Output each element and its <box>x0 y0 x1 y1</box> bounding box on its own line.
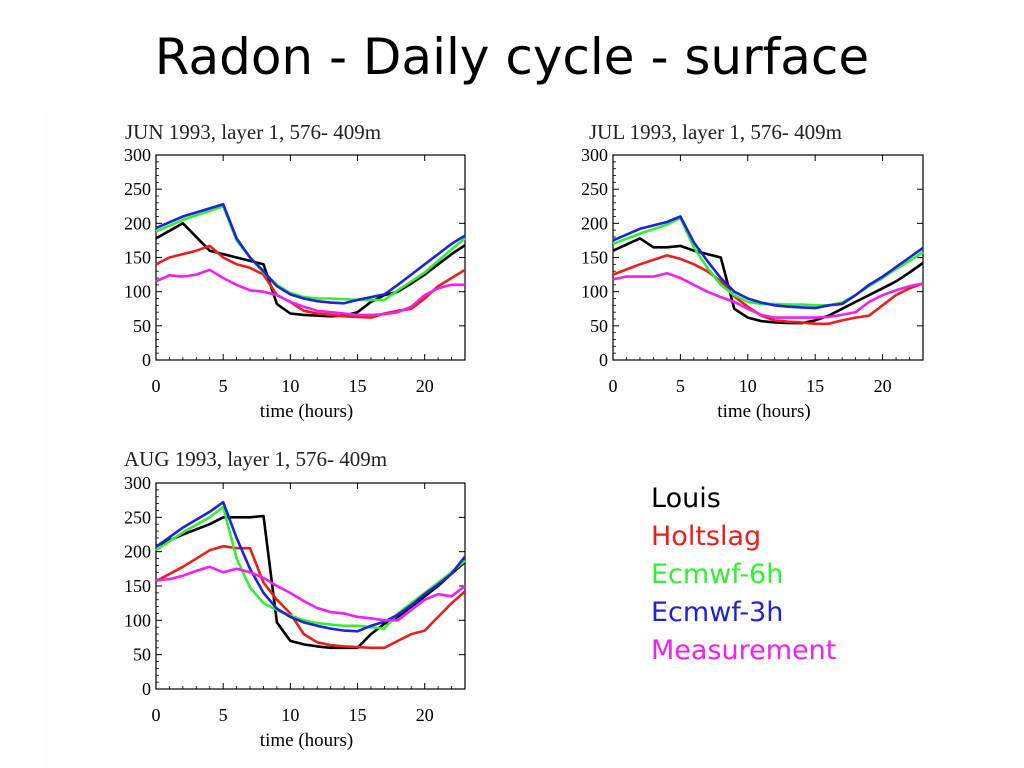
chart-2: AUG 1993, layer 1, 576- 409m050100150200… <box>124 447 467 751</box>
series-line-measurement <box>155 268 465 317</box>
y-tick-label: 0 <box>142 679 151 699</box>
series-line-ecmwf-6h <box>155 205 466 302</box>
x-tick-label: 0 <box>609 376 618 396</box>
y-tick-label: 0 <box>599 350 608 370</box>
chart-title: AUG 1993, layer 1, 576- 409m <box>124 447 387 471</box>
slide-title: Radon - Daily cycle - surface <box>154 28 870 86</box>
chart-title: JUL 1993, layer 1, 576- 409m <box>589 120 842 144</box>
series-line-louis <box>155 222 466 318</box>
y-tick-label: 250 <box>124 507 151 527</box>
x-tick-label: 15 <box>349 705 367 725</box>
x-tick-label: 20 <box>416 376 434 396</box>
series-line-holtslag <box>155 244 466 319</box>
x-tick-label: 5 <box>219 705 228 725</box>
figure-panel <box>44 112 958 768</box>
x-tick-label: 10 <box>281 705 299 725</box>
y-tick-label: 300 <box>581 145 608 165</box>
legend-item-ecmwf-6h: Ecmwf-6h <box>651 559 784 590</box>
series-line-ecmwf-3h <box>155 500 467 633</box>
x-tick-label: 20 <box>416 705 434 725</box>
series-line-ecmwf-3h <box>155 202 466 305</box>
y-tick-label: 150 <box>124 576 151 596</box>
x-tick-label: 15 <box>806 376 824 396</box>
y-tick-label: 250 <box>581 179 608 199</box>
y-tick-label: 150 <box>124 248 151 268</box>
x-axis-label: time (hours) <box>260 401 353 422</box>
y-tick-label: 100 <box>124 282 151 302</box>
legend-item-measurement: Measurement <box>651 635 837 666</box>
legend-item-ecmwf-3h: Ecmwf-3h <box>651 597 784 628</box>
y-tick-label: 250 <box>124 179 151 199</box>
x-tick-label: 5 <box>219 376 228 396</box>
y-tick-label: 200 <box>581 213 608 233</box>
y-tick-label: 50 <box>133 645 151 665</box>
chart-0: JUN 1993, layer 1, 576- 409m050100150200… <box>124 120 466 422</box>
series-line-measurement <box>612 271 924 319</box>
y-tick-label: 200 <box>124 542 151 562</box>
legend-item-louis: Louis <box>651 483 721 514</box>
x-tick-label: 0 <box>152 376 161 396</box>
series-line-louis <box>612 237 924 325</box>
y-tick-label: 100 <box>124 610 151 630</box>
y-tick-label: 300 <box>124 473 151 493</box>
y-tick-label: 150 <box>581 248 608 268</box>
y-tick-label: 50 <box>133 316 151 336</box>
series-line-holtslag <box>155 544 466 650</box>
plot-frame <box>155 482 466 690</box>
x-axis-label: time (hours) <box>717 401 810 422</box>
series-line-louis <box>155 514 466 650</box>
plot-frame <box>155 154 466 361</box>
y-tick-label: 50 <box>590 316 608 336</box>
series-line-measurement <box>155 565 466 622</box>
y-tick-label: 200 <box>124 213 151 233</box>
y-tick-label: 0 <box>142 350 151 370</box>
y-tick-label: 300 <box>124 145 151 165</box>
x-tick-label: 15 <box>349 376 367 396</box>
x-tick-label: 10 <box>281 376 299 396</box>
chart-title: JUN 1993, layer 1, 576- 409m <box>125 120 381 144</box>
legend: Louis Holtslag Ecmwf-6h Ecmwf-3h Measure… <box>651 480 836 670</box>
series-line-holtslag <box>612 254 924 326</box>
chart-1: JUL 1993, layer 1, 576- 409m050100150200… <box>581 120 924 422</box>
y-tick-label: 100 <box>581 282 608 302</box>
legend-item-holtslag: Holtslag <box>651 521 762 552</box>
x-tick-label: 0 <box>152 705 161 725</box>
x-tick-label: 20 <box>874 376 892 396</box>
x-tick-label: 10 <box>739 376 757 396</box>
series-line-ecmwf-3h <box>612 215 924 310</box>
x-axis-label: time (hours) <box>260 730 353 751</box>
x-tick-label: 5 <box>676 376 685 396</box>
